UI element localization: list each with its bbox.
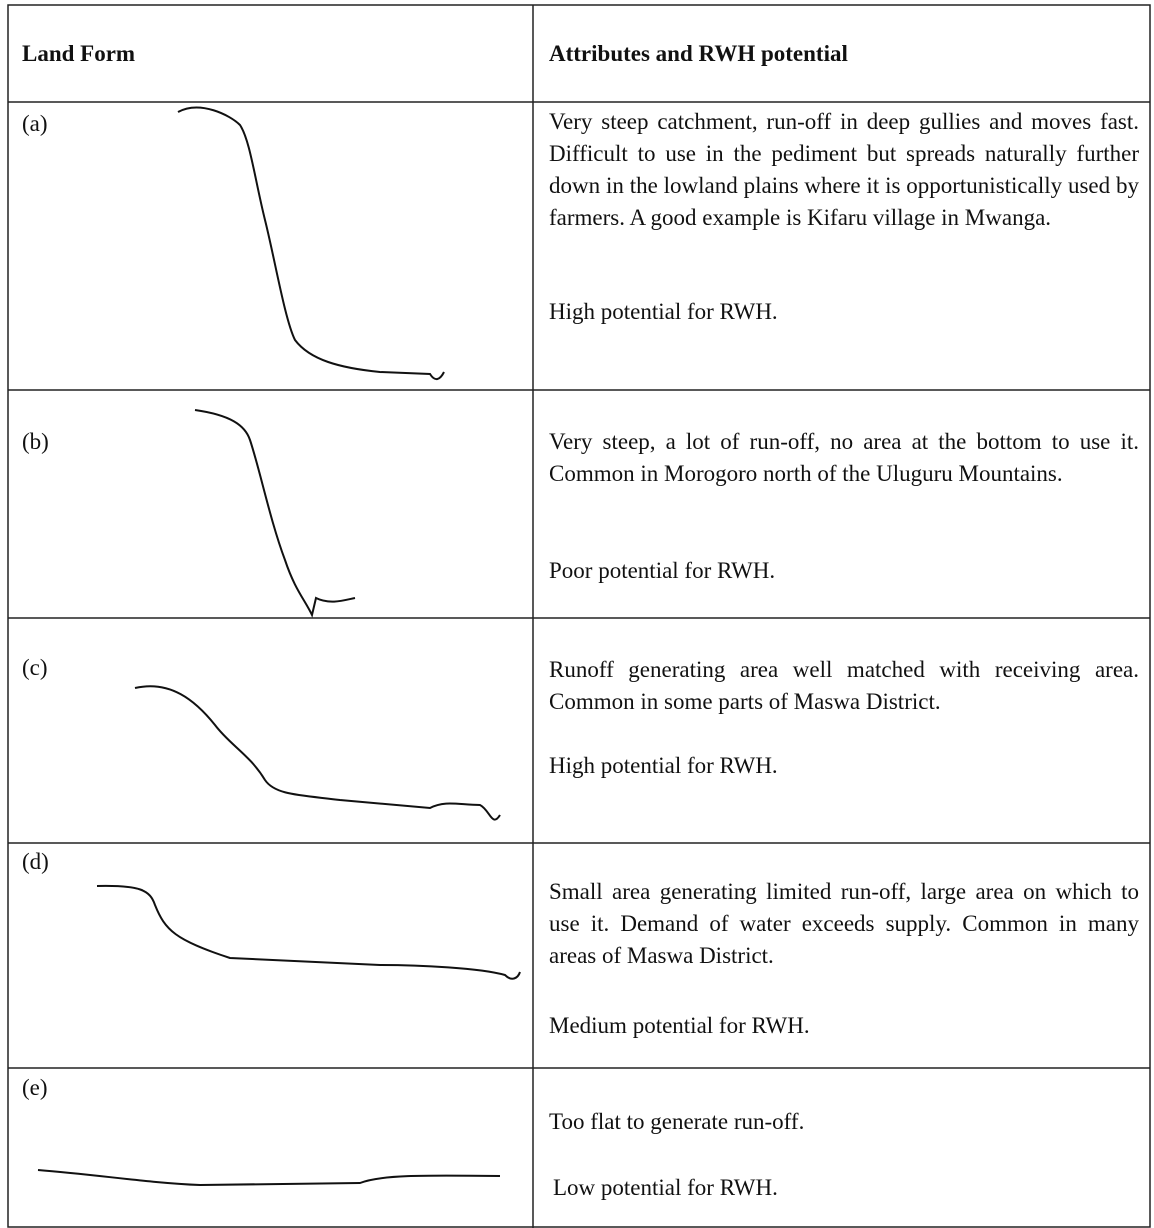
row-label: (c)	[22, 655, 48, 680]
column-header: Land Form	[22, 41, 136, 66]
row-label: (b)	[22, 429, 49, 454]
description: Runoff generating area well matched with…	[549, 657, 1139, 714]
landform-profile	[177, 106, 445, 380]
description: Small area generating limited run-off, l…	[549, 879, 1139, 968]
landform-profile	[37, 1169, 501, 1187]
column-header: Attributes and RWH potential	[549, 41, 848, 66]
description: Very steep, a lot of run-off, no area at…	[549, 429, 1139, 486]
potential: Medium potential for RWH.	[549, 1013, 810, 1038]
description: Very steep catchment, run-off in deep gu…	[549, 109, 1139, 230]
landform-profile	[194, 409, 356, 619]
landform-profile	[134, 685, 501, 821]
potential: Poor potential for RWH.	[549, 558, 776, 583]
row-label: (e)	[22, 1075, 48, 1100]
potential: Low potential for RWH.	[553, 1175, 778, 1200]
description: Too flat to generate run-off.	[549, 1109, 805, 1134]
row-label: (a)	[22, 111, 48, 136]
potential: High potential for RWH.	[549, 753, 778, 778]
landform-profile	[96, 884, 521, 980]
potential: High potential for RWH.	[549, 299, 778, 324]
row-label: (d)	[22, 849, 49, 874]
